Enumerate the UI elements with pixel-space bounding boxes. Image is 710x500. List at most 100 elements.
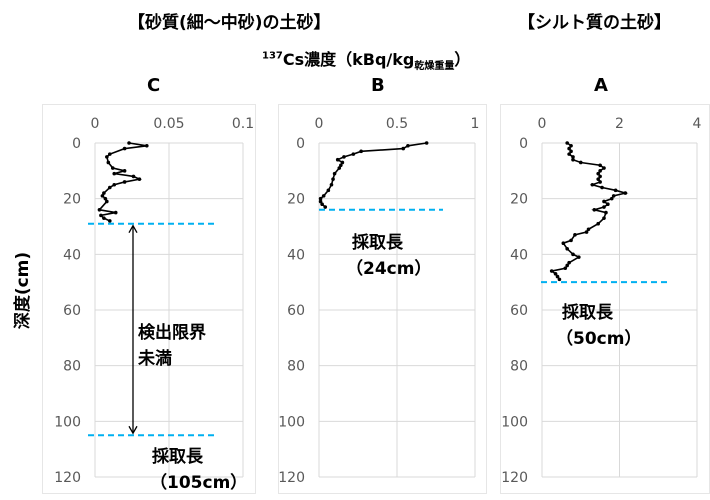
panel-letter-a: A xyxy=(594,75,608,96)
data-point-b xyxy=(318,199,323,204)
data-point-c xyxy=(145,143,149,148)
data-point-a xyxy=(602,166,606,170)
data-point-a xyxy=(598,174,602,179)
x-tick-label-b: 1 xyxy=(471,116,480,132)
data-point-a xyxy=(611,194,616,198)
data-point-c xyxy=(110,166,115,170)
data-point-a xyxy=(577,255,581,259)
y-tick-label-b: 80 xyxy=(287,359,305,375)
data-point-a xyxy=(609,196,614,201)
axis-title-main: Cs濃度（kBq/kg xyxy=(282,50,415,69)
y-tick-label-a: 100 xyxy=(501,414,528,430)
annotation-below-detection-2: 未満 xyxy=(138,349,172,369)
axis-title-end: ） xyxy=(454,50,471,69)
data-point-a xyxy=(571,155,575,159)
y-tick-label-c: 80 xyxy=(63,359,81,375)
axis-title-sub: 乾燥重量 xyxy=(414,61,455,73)
data-point-a xyxy=(596,221,600,226)
panel-letter-b: B xyxy=(371,75,385,96)
data-point-b xyxy=(339,163,343,168)
y-tick-label-b: 0 xyxy=(296,136,305,152)
data-point-b xyxy=(318,196,323,201)
data-point-c xyxy=(122,169,127,173)
data-point-a xyxy=(573,233,577,237)
data-point-a xyxy=(623,191,628,195)
data-point-b xyxy=(406,143,410,148)
data-point-c xyxy=(112,171,117,176)
data-point-b xyxy=(323,205,328,209)
data-point-b xyxy=(424,141,429,145)
data-point-a xyxy=(553,272,558,276)
data-point-b xyxy=(340,160,345,165)
data-point-a xyxy=(606,202,610,207)
y-tick-label-b: 40 xyxy=(287,247,305,263)
data-point-c xyxy=(122,180,127,184)
data-point-a xyxy=(569,238,573,243)
y-tick-label-a: 60 xyxy=(510,303,528,319)
y-tick-label-b: 60 xyxy=(287,303,305,319)
data-point-c xyxy=(112,182,117,187)
data-point-a xyxy=(596,177,600,181)
y-tick-label-c: 0 xyxy=(72,136,81,152)
y-tick-label-c: 100 xyxy=(54,414,81,430)
data-point-a xyxy=(602,205,606,209)
data-point-a xyxy=(592,208,597,212)
series-line-a xyxy=(549,142,629,280)
data-point-a xyxy=(602,216,606,220)
title-silty: 【シルト質の土砂】 xyxy=(518,13,671,33)
data-point-a xyxy=(569,143,573,148)
x-tick-label-b: 0 xyxy=(315,116,324,132)
x-tick-label-c: 0.1 xyxy=(232,116,254,132)
data-point-a xyxy=(596,171,600,176)
y-tick-label-b: 20 xyxy=(287,192,305,208)
data-point-b xyxy=(342,155,346,159)
panel-frame-b xyxy=(278,104,487,494)
data-point-b xyxy=(320,202,324,207)
data-point-a xyxy=(557,277,562,282)
data-point-a xyxy=(561,241,566,245)
data-point-c xyxy=(103,196,108,201)
y-tick-label-a: 80 xyxy=(510,359,528,375)
data-point-b xyxy=(351,152,356,156)
data-point-a xyxy=(598,163,602,168)
length-value-a: （50cm） xyxy=(556,329,642,349)
data-point-c xyxy=(106,160,111,165)
y-tick-label-a: 40 xyxy=(510,247,528,263)
data-point-a xyxy=(584,230,589,234)
data-point-a xyxy=(549,269,554,273)
data-point-a xyxy=(567,146,571,151)
title-sandy: 【砂質(細～中砂)の土砂】 xyxy=(128,13,331,33)
data-point-a xyxy=(586,227,591,232)
data-point-a xyxy=(571,157,575,162)
data-point-b xyxy=(321,194,326,198)
data-point-a xyxy=(565,246,569,251)
x-tick-label-c: 0.05 xyxy=(153,116,184,132)
data-point-a xyxy=(565,141,569,145)
data-point-a xyxy=(613,188,618,193)
data-point-c xyxy=(105,199,109,204)
data-point-b xyxy=(359,149,363,154)
data-point-a xyxy=(565,263,569,268)
y-tick-label-c: 40 xyxy=(63,247,81,263)
data-point-a xyxy=(602,199,606,204)
x-tick-label-a: 0 xyxy=(538,116,547,132)
data-point-c xyxy=(99,213,103,218)
y-tick-label-a: 0 xyxy=(519,136,528,152)
data-point-b xyxy=(326,188,331,193)
data-point-a xyxy=(563,266,568,271)
y-tick-label-b: 100 xyxy=(278,414,305,430)
data-point-c xyxy=(108,152,112,156)
length-value-b: （24cm） xyxy=(346,259,432,279)
data-point-b xyxy=(329,182,334,187)
data-point-b xyxy=(331,177,335,181)
y-tick-label-b: 120 xyxy=(278,470,305,486)
data-point-c xyxy=(102,191,106,195)
data-point-b xyxy=(332,171,337,176)
x-tick-label-c: 0 xyxy=(91,116,100,132)
data-point-a xyxy=(600,185,604,190)
x-axis-title: 137Cs濃度（kBq/kg乾燥重量） xyxy=(262,46,470,72)
panel-letter-c: C xyxy=(147,75,161,96)
data-point-c xyxy=(137,177,142,181)
data-point-a xyxy=(555,274,560,279)
